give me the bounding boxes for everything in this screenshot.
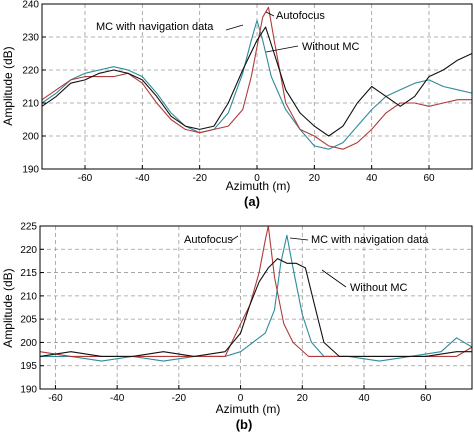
panel-b-x-tick-label: -40 [110,393,125,404]
panel-a-y-tick-label: 220 [22,66,39,77]
panel-a-series-mc-with-navigation-data [41,19,473,150]
panel-b-x-tick-label: 0 [238,393,244,404]
panel-b-y-tick-label: 215 [20,268,37,279]
panel-b-y-tick-label: 190 [20,385,37,396]
panel-a-x-axis-label: Azimuth (m) [226,179,291,193]
panel-b-y-tick-label: 225 [20,222,37,233]
panel-a-y-tick-label: 210 [22,99,39,110]
panel-b-y-tick-label: 200 [20,338,37,349]
panel-a-x-tick-label: -40 [135,173,150,184]
panel-a-y-tick-label: 190 [22,165,39,176]
panel-b-frame [39,225,473,390]
panel-a-y-tick-label: 240 [22,0,39,11]
panel-b-x-tick-label: 20 [297,393,309,404]
panel-b-arrow-without-mc [321,269,347,288]
panel-b-arrow-mc-nav [289,237,309,241]
panel-a-y-tick-label: 230 [22,33,39,44]
panel-b-x-tick-label: 60 [420,393,432,404]
panel-b-annotation-autofocus: Autofocus [184,234,233,246]
panel-b-x-tick-label: -20 [172,393,187,404]
panel-a-x-tick-label: -60 [78,173,93,184]
panel-a-annotation-autofocus: Autofocus [276,10,325,22]
panel-b-arrow-autofocus [231,235,239,241]
panel-b-y-tick-label: 210 [20,291,37,302]
panel-a-arrow-mc-nav [225,24,244,31]
panel-a-x-tick-label: 60 [423,173,435,184]
panel-b-y-tick-label: 205 [20,315,37,326]
panel-a-label: (a) [244,194,260,209]
panel-a-x-tick-label: 40 [366,173,378,184]
panel-a-x-tick-label: 20 [309,173,321,184]
panel-b-y-axis-label: Amplitude (dB) [1,268,15,347]
panel-a-arrow-without-mc [265,45,299,53]
panel-a-y-axis-label: Amplitude (dB) [1,46,15,125]
panel-a-series-without-mc [41,26,473,137]
panel-a-x-tick-label: -20 [192,173,207,184]
panel-a-arrow-autofocus [265,11,275,17]
panel-a-y-tick-label: 200 [22,132,39,143]
panel-b-series-mc-with-navigation-data [40,234,473,362]
panel-a: -60 -40 -20 0 20 40 60 190 200 210 220 230 240 Ampli… [1,0,473,209]
panel-b: -60 -40 -20 0 20 40 60 190 195 200 205 210 215 220 225… [1,222,473,432]
panel-b-y-tick-label: 195 [20,361,37,372]
panel-a-annotation-without-mc: Without MC [302,41,360,53]
panel-b-x-tick-label: -60 [48,393,63,404]
panel-b-x-tick-label: 40 [358,393,370,404]
panel-a-annotation-mc-nav: MC with navigation data [96,21,214,33]
panel-b-y-tick-label: 220 [20,245,37,256]
panel-b-series-without-mc [39,258,472,357]
panel-a-x-tick-label: 0 [254,173,260,184]
panel-b-annotation-without-mc: Without MC [350,282,408,294]
panel-a-series-autofocus [41,6,472,150]
panel-b-x-axis-label: Azimuth (m) [216,402,281,416]
panel-b-annotation-mc-nav: MC with navigation data [311,234,429,246]
panel-b-label: (b) [236,417,253,432]
